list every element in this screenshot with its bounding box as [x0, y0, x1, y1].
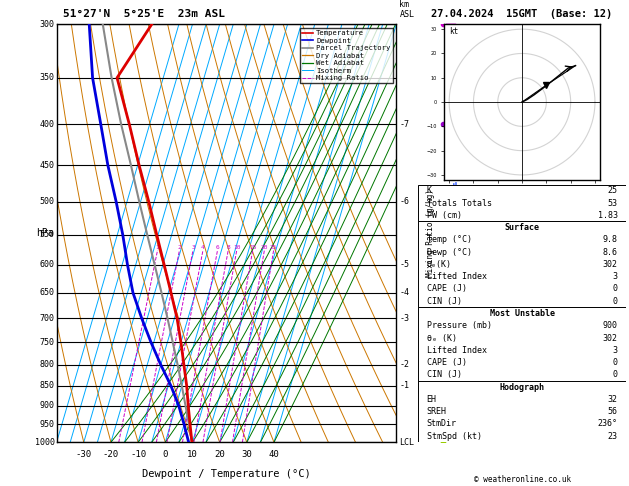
Text: 25: 25	[270, 245, 277, 250]
Text: kt: kt	[449, 27, 459, 36]
Text: Lifted Index: Lifted Index	[426, 272, 487, 281]
Text: -20: -20	[103, 450, 119, 459]
Text: 0: 0	[613, 358, 618, 367]
Text: -4: -4	[399, 288, 409, 297]
Text: 750: 750	[40, 338, 55, 347]
Text: 40: 40	[269, 450, 279, 459]
Text: 302: 302	[603, 260, 618, 269]
Text: 56: 56	[608, 407, 618, 416]
Text: Hodograph: Hodograph	[499, 382, 545, 392]
Text: 53: 53	[608, 199, 618, 208]
Bar	[418, 185, 626, 222]
Text: 10: 10	[233, 245, 240, 250]
Text: SREH: SREH	[426, 407, 447, 416]
Text: 30: 30	[242, 450, 252, 459]
Text: θₑ (K): θₑ (K)	[426, 333, 457, 343]
Text: 800: 800	[40, 360, 55, 369]
Text: © weatheronline.co.uk: © weatheronline.co.uk	[474, 474, 571, 484]
Text: StmDir: StmDir	[426, 419, 457, 428]
Text: 0: 0	[613, 284, 618, 294]
Text: 0: 0	[613, 370, 618, 379]
Text: -5: -5	[399, 260, 409, 269]
Text: 950: 950	[40, 420, 55, 429]
Text: CIN (J): CIN (J)	[426, 370, 462, 379]
Text: EH: EH	[426, 395, 437, 404]
Text: 51°27'N  5°25'E  23m ASL: 51°27'N 5°25'E 23m ASL	[63, 9, 225, 19]
Text: 900: 900	[603, 321, 618, 330]
Text: Totals Totals: Totals Totals	[426, 199, 492, 208]
Text: 6: 6	[216, 245, 220, 250]
Text: 300: 300	[40, 20, 55, 29]
Text: CIN (J): CIN (J)	[426, 297, 462, 306]
Text: 1000: 1000	[35, 438, 55, 447]
Text: 400: 400	[40, 120, 55, 129]
Text: km
ASL: km ASL	[399, 0, 415, 19]
Text: 15: 15	[249, 245, 257, 250]
Text: 350: 350	[40, 73, 55, 82]
Text: Lifted Index: Lifted Index	[426, 346, 487, 355]
Text: 600: 600	[40, 260, 55, 269]
Text: 0: 0	[163, 450, 168, 459]
Bar	[418, 381, 626, 442]
Text: -7: -7	[399, 120, 409, 129]
Bar	[418, 222, 626, 307]
Text: 9.8: 9.8	[603, 235, 618, 244]
Text: 500: 500	[40, 197, 55, 206]
Text: Mixing Ratio (g/kg): Mixing Ratio (g/kg)	[426, 190, 435, 277]
Text: StmSpd (kt): StmSpd (kt)	[426, 432, 482, 441]
Text: Dewpoint / Temperature (°C): Dewpoint / Temperature (°C)	[142, 469, 311, 479]
Legend: Temperature, Dewpoint, Parcel Trajectory, Dry Adiabat, Wet Adiabat, Isotherm, Mi: Temperature, Dewpoint, Parcel Trajectory…	[300, 28, 392, 83]
Text: CAPE (J): CAPE (J)	[426, 284, 467, 294]
Text: 8: 8	[226, 245, 230, 250]
Text: 850: 850	[40, 382, 55, 390]
Text: Surface: Surface	[504, 223, 540, 232]
Text: 0: 0	[613, 297, 618, 306]
Text: -3: -3	[399, 314, 409, 323]
Text: 3: 3	[613, 346, 618, 355]
Text: 3: 3	[191, 245, 195, 250]
Text: -30: -30	[75, 450, 92, 459]
Text: 8.6: 8.6	[603, 248, 618, 257]
Text: -10: -10	[130, 450, 146, 459]
Text: 236°: 236°	[598, 419, 618, 428]
Text: Most Unstable: Most Unstable	[489, 309, 555, 318]
Bar	[418, 307, 626, 393]
Text: 20: 20	[214, 450, 225, 459]
Text: PW (cm): PW (cm)	[426, 211, 462, 220]
Text: 650: 650	[40, 288, 55, 297]
Text: K: K	[426, 186, 431, 195]
Text: 32: 32	[608, 395, 618, 404]
Text: Pressure (mb): Pressure (mb)	[426, 321, 492, 330]
Text: 23: 23	[608, 432, 618, 441]
Text: 27.04.2024  15GMT  (Base: 12): 27.04.2024 15GMT (Base: 12)	[431, 9, 613, 19]
Text: 450: 450	[40, 160, 55, 170]
Text: 1: 1	[156, 245, 159, 250]
Text: 10: 10	[187, 450, 198, 459]
Text: 302: 302	[603, 333, 618, 343]
Text: -2: -2	[399, 360, 409, 369]
Text: -6: -6	[399, 197, 409, 206]
Text: 25: 25	[608, 186, 618, 195]
Text: LCL: LCL	[399, 438, 415, 447]
Text: 1.83: 1.83	[598, 211, 618, 220]
Text: 900: 900	[40, 401, 55, 410]
Text: θₑ(K): θₑ(K)	[426, 260, 452, 269]
Text: 20: 20	[260, 245, 268, 250]
Text: 4: 4	[201, 245, 205, 250]
Text: CAPE (J): CAPE (J)	[426, 358, 467, 367]
Text: 3: 3	[613, 272, 618, 281]
Text: hPa: hPa	[36, 228, 53, 238]
Text: Temp (°C): Temp (°C)	[426, 235, 472, 244]
Text: Dewp (°C): Dewp (°C)	[426, 248, 472, 257]
Text: 2: 2	[177, 245, 181, 250]
Text: 550: 550	[40, 230, 55, 239]
Text: 700: 700	[40, 314, 55, 323]
Text: -1: -1	[399, 382, 409, 390]
